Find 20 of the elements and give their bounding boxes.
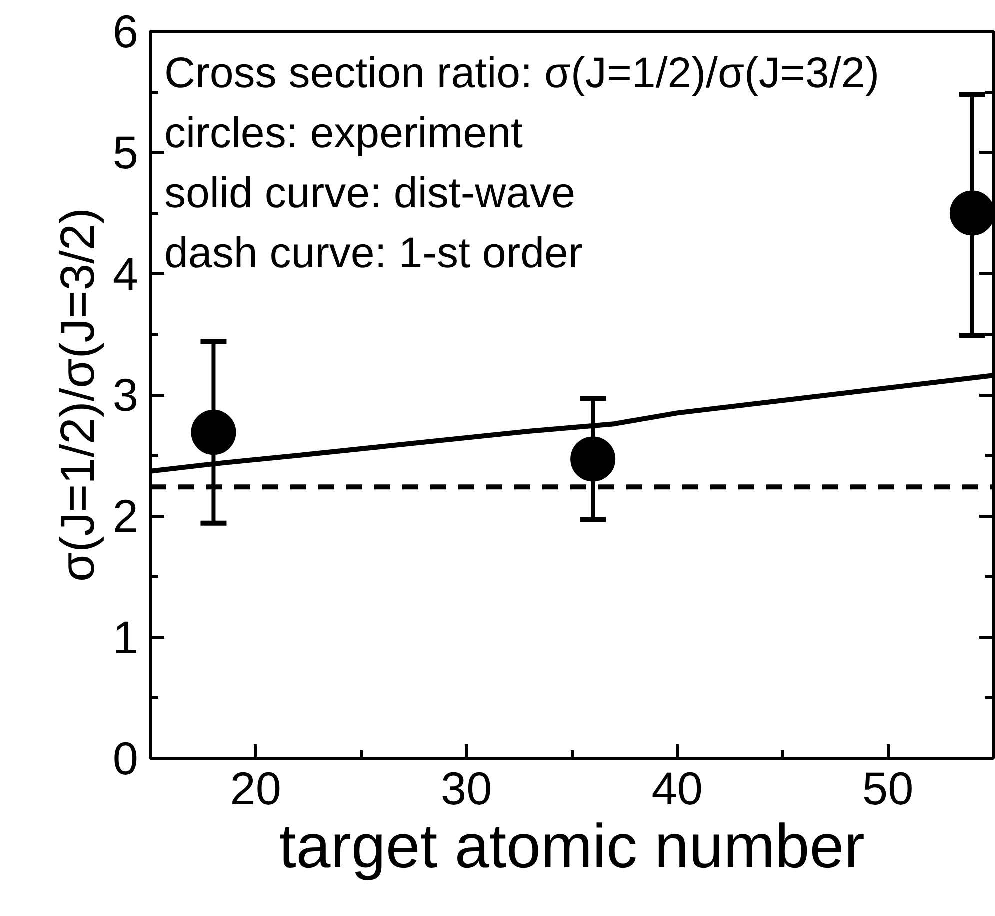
annotation: dash curve: 1-st order bbox=[164, 230, 583, 278]
annotation: circles: experiment bbox=[164, 110, 523, 158]
y-tick-label: 1 bbox=[112, 611, 139, 664]
y-axis-title: σ(J=1/2)/σ(J=3/2) bbox=[52, 208, 105, 582]
point bbox=[570, 436, 616, 482]
y-tick-label: 4 bbox=[112, 248, 139, 300]
annotation: Cross section ratio: σ(J=1/2)/σ(J=3/2) bbox=[164, 50, 880, 98]
x-tick-label: 40 bbox=[652, 762, 703, 814]
x-tick-label: 50 bbox=[862, 762, 914, 814]
y-tick-label: 5 bbox=[112, 126, 139, 179]
y-tick-label: 6 bbox=[112, 6, 139, 58]
x-axis-title: target atomic number bbox=[279, 812, 865, 882]
point bbox=[950, 190, 994, 236]
x-tick-label: 20 bbox=[230, 762, 282, 814]
point bbox=[191, 410, 236, 456]
x-tick-label: 30 bbox=[441, 762, 492, 814]
y-tick-label: 2 bbox=[112, 490, 139, 542]
y-tick-label: 0 bbox=[112, 732, 139, 784]
annotation: solid curve: dist-wave bbox=[164, 170, 576, 218]
y-tick-label: 3 bbox=[112, 369, 139, 421]
